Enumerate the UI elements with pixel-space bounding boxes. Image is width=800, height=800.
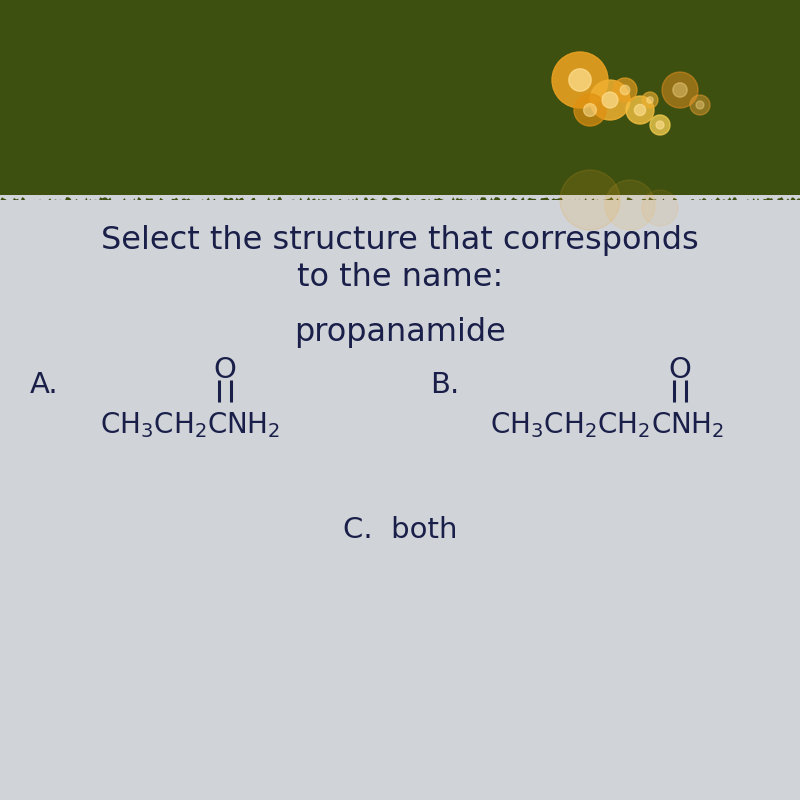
Circle shape (560, 170, 620, 230)
Circle shape (552, 52, 608, 108)
Circle shape (590, 80, 630, 120)
Text: to the name:: to the name: (297, 262, 503, 294)
Circle shape (605, 180, 655, 230)
Circle shape (602, 92, 618, 108)
Circle shape (656, 121, 664, 129)
Circle shape (584, 104, 596, 116)
Text: CH$_3$CH$_2$CH$_2$CNH$_2$: CH$_3$CH$_2$CH$_2$CNH$_2$ (490, 410, 724, 440)
Circle shape (620, 86, 630, 95)
Circle shape (642, 190, 678, 226)
Circle shape (690, 95, 710, 115)
Text: C.  both: C. both (342, 516, 458, 544)
Circle shape (650, 115, 670, 135)
Text: Select the structure that corresponds: Select the structure that corresponds (101, 225, 699, 255)
Text: propanamide: propanamide (294, 317, 506, 347)
Circle shape (642, 92, 658, 108)
Circle shape (569, 69, 591, 91)
Text: CH$_3$CH$_2$CNH$_2$: CH$_3$CH$_2$CNH$_2$ (100, 410, 280, 440)
Circle shape (613, 78, 637, 102)
Circle shape (634, 104, 646, 115)
Circle shape (626, 96, 654, 124)
Circle shape (673, 82, 687, 98)
Bar (0, 0, 800, 200)
Circle shape (646, 97, 654, 103)
Bar (0, 200, 800, 800)
Circle shape (574, 94, 606, 126)
Circle shape (696, 101, 704, 109)
Text: O: O (669, 356, 691, 384)
Text: A.: A. (30, 371, 58, 399)
Text: B.: B. (430, 371, 459, 399)
Circle shape (662, 72, 698, 108)
Text: O: O (214, 356, 237, 384)
